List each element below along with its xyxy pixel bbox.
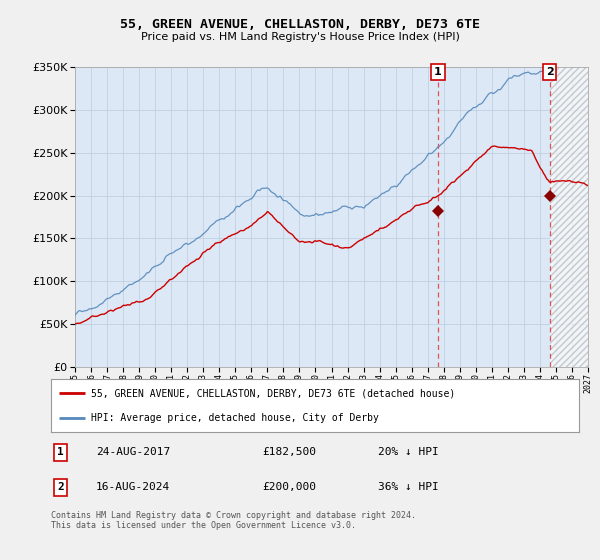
Text: Price paid vs. HM Land Registry's House Price Index (HPI): Price paid vs. HM Land Registry's House … <box>140 32 460 43</box>
Text: 2: 2 <box>58 482 64 492</box>
Text: £200,000: £200,000 <box>262 482 316 492</box>
Text: 16-AUG-2024: 16-AUG-2024 <box>96 482 170 492</box>
Text: 36% ↓ HPI: 36% ↓ HPI <box>379 482 439 492</box>
Text: 55, GREEN AVENUE, CHELLASTON, DERBY, DE73 6TE: 55, GREEN AVENUE, CHELLASTON, DERBY, DE7… <box>120 18 480 31</box>
Text: 2: 2 <box>546 67 554 77</box>
Bar <box>550 67 588 367</box>
Text: 24-AUG-2017: 24-AUG-2017 <box>96 447 170 457</box>
Text: 55, GREEN AVENUE, CHELLASTON, DERBY, DE73 6TE (detached house): 55, GREEN AVENUE, CHELLASTON, DERBY, DE7… <box>91 389 455 399</box>
Text: £182,500: £182,500 <box>262 447 316 457</box>
Text: 1: 1 <box>58 447 64 457</box>
Text: Contains HM Land Registry data © Crown copyright and database right 2024.
This d: Contains HM Land Registry data © Crown c… <box>51 511 416 530</box>
Text: 20% ↓ HPI: 20% ↓ HPI <box>379 447 439 457</box>
Text: 1: 1 <box>434 67 442 77</box>
Text: HPI: Average price, detached house, City of Derby: HPI: Average price, detached house, City… <box>91 413 379 423</box>
